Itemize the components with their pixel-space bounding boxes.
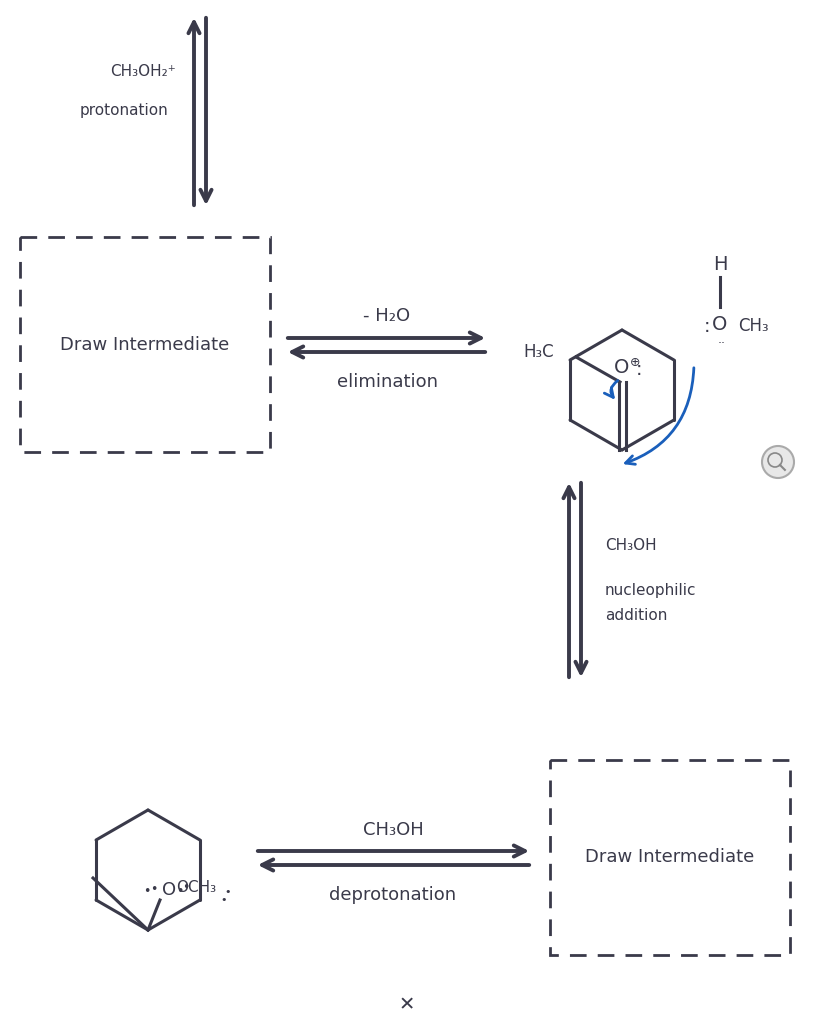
Text: ⊕: ⊕ — [630, 356, 641, 369]
Text: O: O — [162, 881, 176, 899]
Text: H: H — [713, 256, 728, 274]
Text: nucleophilic: nucleophilic — [605, 583, 697, 597]
Text: - H₂O: - H₂O — [363, 307, 411, 325]
Text: deprotonation: deprotonation — [329, 886, 457, 904]
Text: H₃C: H₃C — [524, 343, 554, 361]
Text: Draw Intermediate: Draw Intermediate — [585, 849, 754, 866]
Text: OCH₃: OCH₃ — [176, 881, 216, 896]
Text: Draw Intermediate: Draw Intermediate — [60, 336, 229, 353]
Text: O: O — [615, 358, 630, 377]
Circle shape — [762, 446, 794, 478]
Text: •: • — [224, 887, 231, 897]
Text: •: • — [142, 886, 150, 898]
Text: :: : — [636, 360, 642, 379]
Text: CH₃OH: CH₃OH — [363, 821, 424, 839]
Text: CH₃OH: CH₃OH — [605, 538, 657, 553]
Bar — [20, 237, 270, 452]
Text: elimination: elimination — [337, 373, 437, 391]
Text: ..: .. — [718, 333, 726, 346]
Text: O: O — [712, 315, 728, 334]
Text: •: • — [220, 895, 227, 905]
Text: protonation: protonation — [80, 102, 169, 118]
Bar — [550, 760, 790, 955]
Text: :: : — [703, 317, 710, 336]
Text: •: • — [150, 884, 157, 896]
Text: •: • — [182, 881, 189, 894]
Text: •: • — [176, 886, 184, 898]
Text: CH₃: CH₃ — [738, 317, 768, 335]
Text: CH₃OH₂⁺: CH₃OH₂⁺ — [110, 65, 176, 80]
Text: ✕: ✕ — [399, 995, 415, 1015]
Text: addition: addition — [605, 608, 667, 624]
